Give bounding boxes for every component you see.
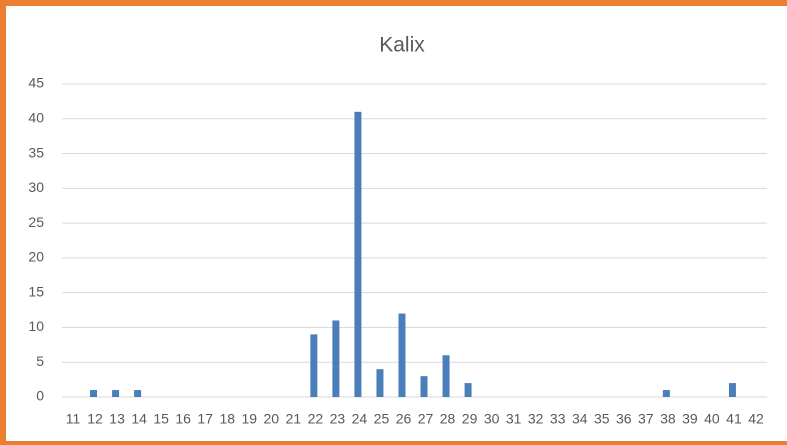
x-tick-label: 30 [484, 411, 500, 427]
x-tick-label: 17 [197, 411, 213, 427]
x-tick-label: 27 [418, 411, 434, 427]
bar [134, 390, 142, 397]
x-tick-label: 33 [550, 411, 566, 427]
x-tick-label: 29 [462, 411, 478, 427]
x-tick-label: 16 [175, 411, 191, 427]
x-tick-label: 35 [594, 411, 610, 427]
y-tick-label: 20 [28, 249, 44, 265]
x-tick-label: 25 [374, 411, 390, 427]
x-tick-label: 34 [572, 411, 588, 427]
bar [310, 334, 318, 397]
bar [332, 320, 340, 397]
bar [728, 383, 736, 397]
chart-title: Kalix [379, 34, 425, 57]
x-tick-label: 31 [506, 411, 522, 427]
x-tick-label: 39 [682, 411, 698, 427]
x-tick-label: 22 [308, 411, 324, 427]
x-tick-label: 15 [153, 411, 169, 427]
x-tick-label: 38 [660, 411, 676, 427]
x-tick-label: 18 [219, 411, 235, 427]
bar [662, 390, 670, 397]
x-tick-label: 37 [638, 411, 654, 427]
y-tick-label: 40 [28, 109, 44, 125]
x-tick-label: 12 [87, 411, 103, 427]
y-tick-label: 25 [28, 214, 44, 230]
border-bottom [0, 441, 787, 445]
x-tick-label: 40 [704, 411, 720, 427]
x-tick-label: 11 [66, 411, 81, 427]
y-tick-label: 0 [36, 388, 44, 404]
x-tick-label: 26 [396, 411, 412, 427]
x-tick-label: 21 [286, 411, 302, 427]
x-tick-label: 42 [748, 411, 764, 427]
y-tick-label: 45 [28, 75, 44, 91]
y-tick-label: 35 [28, 144, 44, 160]
x-tick-label: 20 [264, 411, 280, 427]
y-tick-label: 30 [28, 179, 44, 195]
x-tick-label: 23 [330, 411, 346, 427]
bar [376, 369, 384, 397]
x-tick-label: 19 [241, 411, 257, 427]
bar [420, 376, 428, 397]
bar [464, 383, 472, 397]
bar [354, 111, 362, 398]
x-tick-label: 13 [109, 411, 125, 427]
border-top [0, 0, 787, 6]
bar [112, 390, 120, 397]
y-tick-label: 15 [28, 283, 44, 299]
border-left [0, 0, 6, 445]
x-tick-label: 41 [726, 411, 742, 427]
y-tick-label: 5 [36, 353, 44, 369]
bar [442, 355, 450, 397]
x-tick-label: 14 [131, 411, 147, 427]
x-tick-label: 24 [352, 411, 368, 427]
x-tick-label: 36 [616, 411, 632, 427]
x-tick-label: 28 [440, 411, 456, 427]
bar [398, 313, 406, 397]
x-tick-label: 32 [528, 411, 544, 427]
bar [90, 390, 98, 397]
y-tick-label: 10 [28, 318, 44, 334]
